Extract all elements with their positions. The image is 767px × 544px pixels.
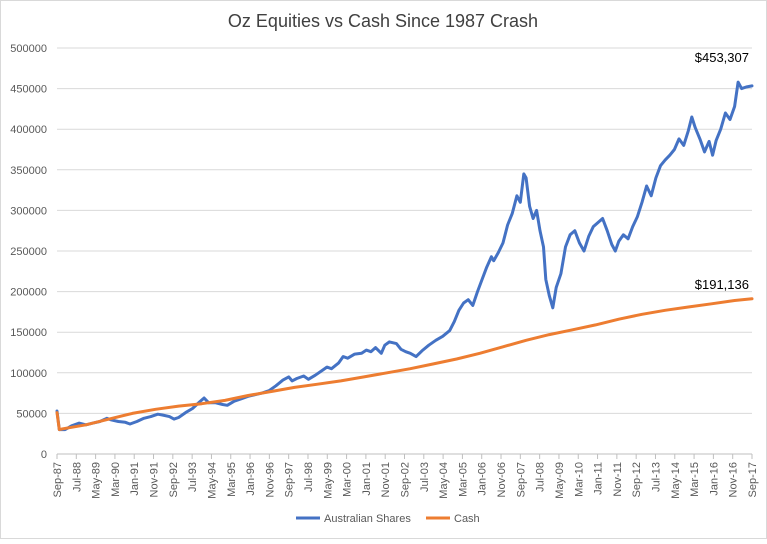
- x-tick-label: Nov-16: [728, 462, 740, 497]
- x-tick-label: May-14: [670, 462, 682, 499]
- x-tick-label: Jul-13: [650, 462, 662, 492]
- legend: Australian Shares Cash: [296, 513, 480, 525]
- y-tick-label: 150000: [10, 327, 47, 339]
- y-tick-label: 350000: [10, 165, 47, 177]
- x-tick-label: Nov-91: [149, 462, 161, 497]
- x-tick-label: Mar-00: [342, 462, 354, 497]
- x-tick-label: Jan-16: [708, 462, 720, 496]
- x-tick-label: Sep-07: [515, 462, 527, 497]
- x-tick-label: Jul-98: [303, 462, 315, 492]
- x-tick-label: Jul-03: [419, 462, 431, 492]
- y-tick-label: 250000: [10, 246, 47, 258]
- x-tick-label: Jan-96: [245, 462, 257, 496]
- x-tick-label: Nov-96: [264, 462, 276, 497]
- x-tick-label: Mar-15: [689, 462, 701, 497]
- series-lines: [55, 80, 754, 432]
- x-tick-label: Jan-91: [129, 462, 141, 496]
- chart-title: Oz Equities vs Cash Since 1987 Crash: [228, 11, 538, 31]
- x-tick-label: Jan-11: [593, 462, 605, 495]
- x-tick-label: Mar-90: [110, 462, 122, 497]
- series-line-cash: [55, 297, 754, 432]
- y-tick-label: 400000: [10, 124, 47, 136]
- x-tick-label: May-94: [206, 462, 218, 499]
- x-tick-label: May-99: [322, 462, 334, 499]
- y-tick-label: 450000: [10, 84, 47, 96]
- x-tick-label: Sep-12: [631, 462, 643, 497]
- x-tick-label: Mar-95: [226, 462, 238, 497]
- y-tick-label: 200000: [10, 287, 47, 299]
- x-tick-label: Sep-92: [168, 462, 180, 497]
- x-tick-label: Sep-02: [400, 462, 412, 497]
- end-value-label: $453,307: [695, 50, 749, 65]
- x-tick-label: May-09: [554, 462, 566, 499]
- y-tick-label: 50000: [16, 408, 47, 420]
- x-tick-label: Jan-01: [361, 462, 373, 496]
- x-tick-label: Sep-17: [747, 462, 759, 497]
- x-tick-label: Nov-01: [380, 462, 392, 497]
- y-tick-label: 500000: [10, 43, 47, 55]
- x-tick-label: Jul-88: [71, 462, 83, 492]
- y-tick-label: 100000: [10, 368, 47, 380]
- end-value-label: $191,136: [695, 277, 749, 292]
- annotations: $453,307 $191,136: [695, 50, 749, 292]
- y-tick-label: 0: [41, 449, 47, 461]
- x-tick-label: May-04: [438, 462, 450, 499]
- x-tick-label: Nov-11: [612, 462, 624, 497]
- y-axis: 0 50000 100000 150000 200000 250000 300000 3500…: [10, 43, 47, 461]
- x-tick-label: Nov-06: [496, 462, 508, 497]
- x-axis: Sep-87 Jul-88 May-89 Mar-90 Jan-91 Nov-91 Sep-…: [52, 453, 759, 499]
- x-tick-label: Mar-05: [457, 462, 469, 497]
- gridlines: [57, 47, 752, 414]
- legend-label: Cash: [454, 513, 480, 525]
- x-tick-label: Jan-06: [477, 462, 489, 496]
- x-tick-label: Sep-97: [284, 462, 296, 497]
- x-tick-label: Jul-08: [535, 462, 547, 492]
- legend-label: Australian Shares: [324, 513, 411, 525]
- x-tick-label: Sep-87: [52, 462, 64, 497]
- x-tick-label: May-89: [91, 462, 103, 499]
- series-line-australian-shares: [55, 80, 754, 432]
- x-tick-label: Jul-93: [187, 462, 199, 492]
- y-tick-label: 300000: [10, 205, 47, 217]
- x-tick-label: Mar-10: [573, 462, 585, 497]
